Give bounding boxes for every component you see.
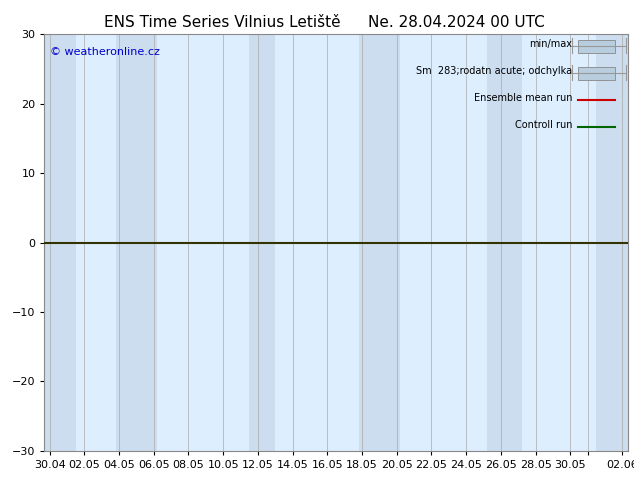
Text: Controll run: Controll run [515,121,573,130]
Text: ENS Time Series Vilnius Letiště: ENS Time Series Vilnius Letiště [103,15,340,30]
Text: Sm  283;rodatn acute; odchylka: Sm 283;rodatn acute; odchylka [416,66,573,76]
Text: Ensemble mean run: Ensemble mean run [474,93,573,103]
Text: Ne. 28.04.2024 00 UTC: Ne. 28.04.2024 00 UTC [368,15,545,30]
Bar [44,34,75,451]
Text: © weatheronline.cz: © weatheronline.cz [50,47,160,57]
Bar [578,67,615,80]
Bar [359,34,400,451]
Text: min/max: min/max [529,39,573,49]
Bar [249,34,275,451]
Bar [487,34,522,451]
Bar [578,40,615,53]
Bar [115,34,157,451]
Bar [597,34,628,451]
